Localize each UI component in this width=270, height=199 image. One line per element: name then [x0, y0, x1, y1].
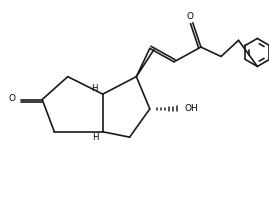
Text: OH: OH: [185, 104, 198, 113]
Text: H: H: [92, 84, 98, 93]
Text: O: O: [186, 13, 193, 21]
Text: O: O: [9, 94, 16, 103]
Text: H: H: [92, 133, 99, 142]
